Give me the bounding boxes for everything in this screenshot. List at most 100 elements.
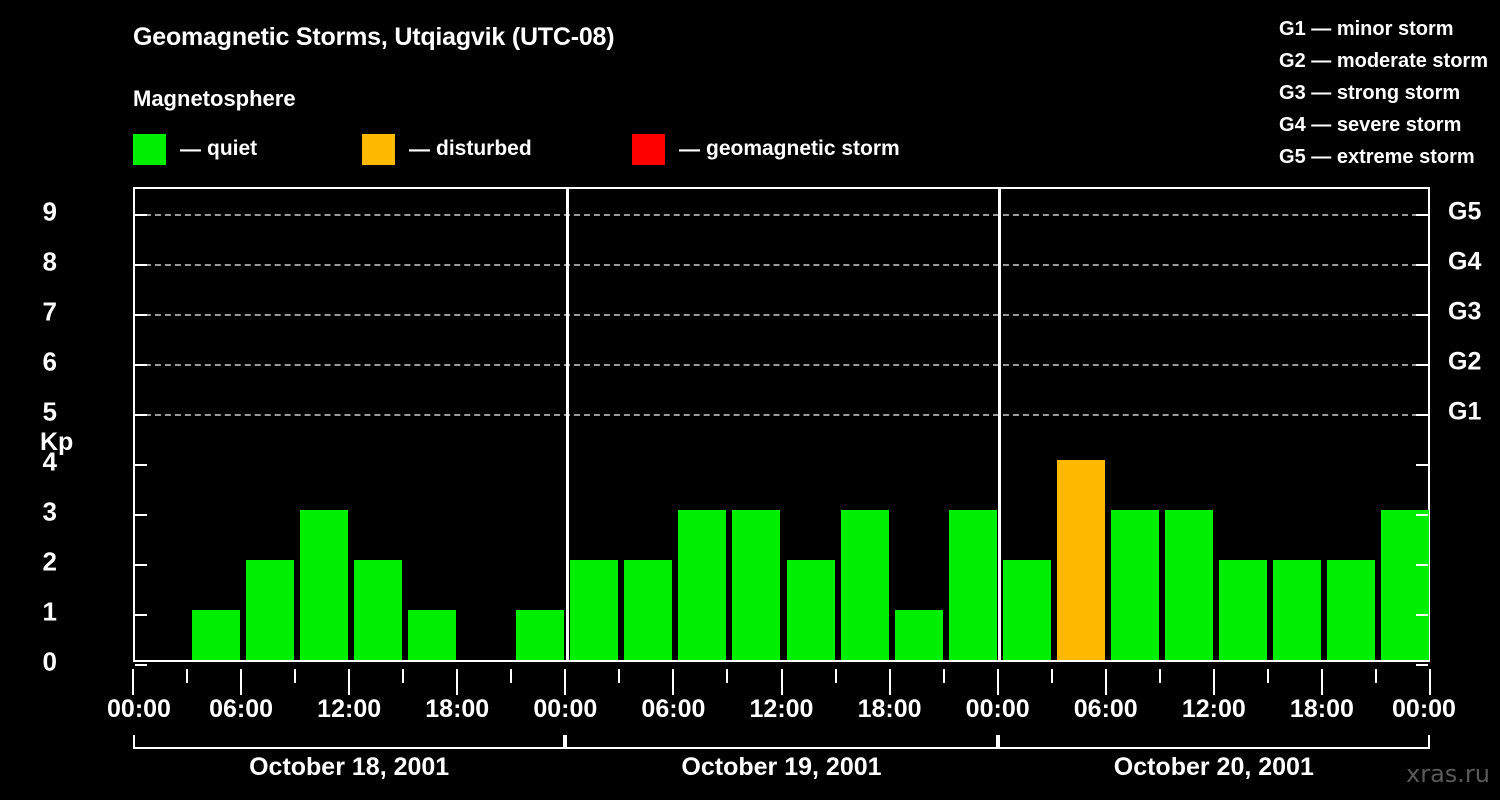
y-tick-right-7 <box>1416 314 1428 316</box>
gridline-kp-5 <box>135 414 1428 416</box>
plot-area <box>133 187 1430 666</box>
y-axis-label-0: 0 <box>42 646 57 677</box>
x-tick-major-18 <box>1104 669 1107 695</box>
y-axis-label-6: 6 <box>42 346 57 377</box>
bar-15 <box>948 510 997 660</box>
x-axis-label-8: 00:00 <box>965 695 1030 723</box>
x-axis-label-10: 12:00 <box>1181 695 1246 723</box>
page-title: Geomagnetic Storms, Utqiagvik (UTC-08) <box>133 23 615 51</box>
y-axis-label-4: 4 <box>42 446 57 477</box>
gridline-kp-8 <box>135 264 1428 266</box>
y-axis-label-8: 8 <box>42 246 57 277</box>
bar-14 <box>894 610 943 660</box>
gridline-kp-6 <box>135 364 1428 366</box>
x-tick-major-14 <box>888 669 891 695</box>
x-axis-label-12: 00:00 <box>1392 695 1456 723</box>
x-tick-minor-1 <box>186 669 189 683</box>
y-tick-left-7 <box>135 314 147 316</box>
y-tick-left-4 <box>135 464 147 466</box>
y-tick-right-0 <box>1416 664 1428 666</box>
x-axis-label-11: 18:00 <box>1289 695 1354 723</box>
x-tick-major-16 <box>996 669 999 695</box>
x-tick-minor-15 <box>942 669 945 683</box>
y-tick-right-2 <box>1416 564 1428 566</box>
y-axis-label-2: 2 <box>42 546 57 577</box>
legend-label: geomagnetic storm <box>706 137 900 160</box>
bar-16 <box>1002 560 1051 660</box>
day-brackets: October 18, 2001 October 19, 2001 October … <box>133 735 1430 795</box>
day-bracket-2 <box>565 735 998 749</box>
legend-dash: — <box>180 137 201 161</box>
legend-item-quiet: — quiet <box>133 133 258 165</box>
y-tick-left-6 <box>135 364 147 366</box>
day-label-1: October 18, 2001 <box>249 753 450 781</box>
bar-17 <box>1056 460 1105 660</box>
bar-23 <box>1380 510 1429 660</box>
g-axis-label-G5: G5 <box>1448 197 1482 226</box>
x-tick-major-20 <box>1212 669 1215 695</box>
x-axis: 00:00 06:00 12:00 18:00 00:00 06:00 12:00 18:00… <box>107 663 1456 723</box>
x-axis-label-9: 06:00 <box>1073 695 1138 723</box>
x-axis-label-1: 06:00 <box>209 695 274 723</box>
y-tick-left-1 <box>135 614 147 616</box>
legend-label: quiet <box>207 137 258 160</box>
y-axis-label-9: 9 <box>42 196 57 227</box>
bar-9 <box>624 560 673 660</box>
bar-11 <box>732 510 781 660</box>
y-axis-label-3: 3 <box>42 496 57 527</box>
quiet-swatch <box>133 133 166 165</box>
x-tick-major-24 <box>1429 669 1431 695</box>
bar-21 <box>1272 560 1321 660</box>
bar-4 <box>354 560 403 660</box>
x-tick-major-4 <box>348 669 351 695</box>
x-axis-label-3: 18:00 <box>425 695 490 723</box>
day-bracket-1 <box>133 735 566 749</box>
x-tick-minor-21 <box>1266 669 1269 683</box>
x-axis-label-4: 00:00 <box>533 695 598 723</box>
y-tick-left-8 <box>135 264 147 266</box>
disturbed-swatch <box>362 133 395 165</box>
x-axis-label-5: 06:00 <box>641 695 706 723</box>
x-tick-minor-3 <box>294 669 297 683</box>
x-axis-label-6: 12:00 <box>749 695 814 723</box>
y-tick-left-3 <box>135 514 147 516</box>
x-tick-minor-19 <box>1158 669 1161 683</box>
x-axis-label-2: 12:00 <box>317 695 382 723</box>
day-bracket-3 <box>997 735 1430 749</box>
y-axis-label-5: 5 <box>42 396 57 427</box>
y-tick-right-5 <box>1416 414 1428 416</box>
y-axis-label-7: 7 <box>42 296 57 327</box>
bar-18 <box>1110 510 1159 660</box>
x-tick-major-10 <box>672 669 675 695</box>
gridline-kp-9 <box>135 214 1428 216</box>
bar-2 <box>246 560 295 660</box>
bar-7 <box>516 610 565 660</box>
y-tick-right-3 <box>1416 514 1428 516</box>
x-tick-minor-23 <box>1374 669 1377 683</box>
bar-5 <box>408 610 457 660</box>
y-tick-right-6 <box>1416 364 1428 366</box>
x-axis-label-7: 18:00 <box>857 695 922 723</box>
g-axis-label-G1: G1 <box>1448 397 1482 426</box>
bar-22 <box>1326 560 1375 660</box>
g-scale-line-2: G2 — moderate storm <box>1279 50 1488 72</box>
g-scale-line-4: G4 — severe storm <box>1279 114 1462 136</box>
x-tick-minor-11 <box>726 669 729 683</box>
legend-dash: — <box>679 137 700 161</box>
g-scale-line-3: G3 — strong storm <box>1279 82 1461 104</box>
g-axis-label-G3: G3 <box>1448 297 1482 326</box>
y-tick-right-8 <box>1416 264 1428 266</box>
x-tick-minor-13 <box>834 669 837 683</box>
bar-10 <box>678 510 727 660</box>
g-scale-line-5: G5 — extreme storm <box>1279 146 1475 168</box>
x-tick-major-6 <box>456 669 459 695</box>
y-tick-left-2 <box>135 564 147 566</box>
x-tick-minor-9 <box>618 669 621 683</box>
y-tick-left-0 <box>135 664 147 666</box>
y-tick-right-4 <box>1416 464 1428 466</box>
x-tick-minor-17 <box>1050 669 1053 683</box>
y-axis-label-1: 1 <box>42 596 57 627</box>
bar-19 <box>1164 510 1213 660</box>
x-tick-major-0 <box>132 669 134 695</box>
